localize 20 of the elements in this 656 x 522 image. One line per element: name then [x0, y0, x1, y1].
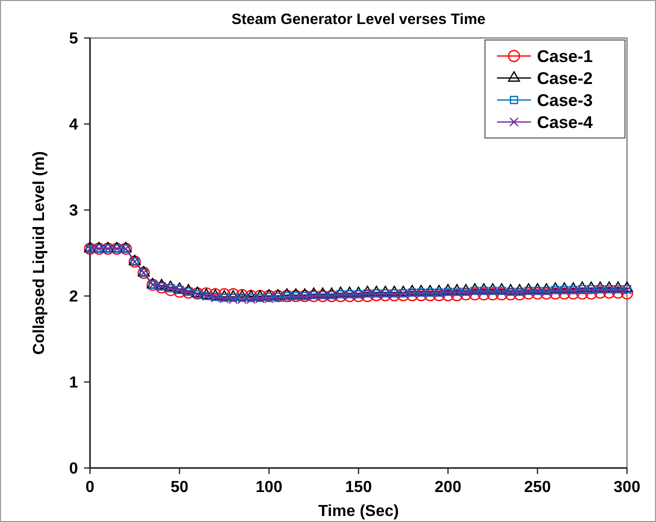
legend-label: Case-3 [537, 90, 593, 110]
y-axis-title: Collapsed Liquid Level (m) [31, 151, 48, 355]
x-tick-label: 0 [86, 479, 95, 496]
x-tick-label: 50 [170, 479, 188, 496]
y-tick-label: 1 [69, 374, 78, 392]
y-tick-label: 4 [69, 116, 78, 134]
x-tick-label: 300 [614, 479, 640, 496]
y-tick-label: 3 [69, 202, 78, 220]
chart-title: Steam Generator Level verses Time [231, 11, 486, 28]
legend-label: Case-2 [537, 68, 593, 88]
legend-label: Case-1 [537, 46, 593, 66]
x-tick-label: 200 [434, 479, 462, 496]
y-tick-label: 2 [69, 288, 78, 306]
x-tick-label: 100 [256, 479, 282, 496]
x-tick-label: 250 [524, 479, 551, 496]
y-tick-label: 5 [69, 30, 78, 48]
x-tick-label: 150 [345, 479, 372, 496]
x-axis-title: Time (Sec) [318, 503, 399, 520]
y-tick-label: 0 [69, 460, 78, 478]
legend-label: Case-4 [537, 112, 594, 132]
